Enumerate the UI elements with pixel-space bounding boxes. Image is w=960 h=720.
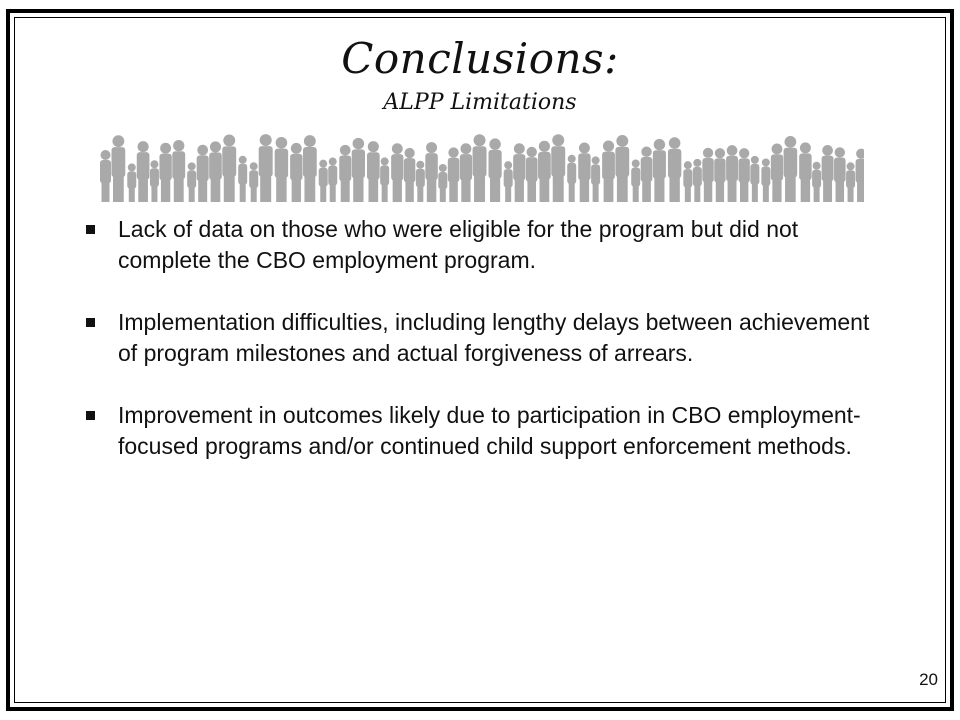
slide-title: Conclusions: xyxy=(341,34,619,83)
slide-subtitle: ALPP Limitations xyxy=(383,90,577,115)
bullet-item: Improvement in outcomes likely due to pa… xyxy=(84,400,874,462)
bullet-text: Implementation difficulties, including l… xyxy=(118,309,870,366)
bullet-list: Lack of data on those who were eligible … xyxy=(84,214,874,493)
square-bullet-icon xyxy=(86,225,95,234)
slide-border-inner xyxy=(14,17,946,703)
slide-border-outer xyxy=(6,9,954,711)
square-bullet-icon xyxy=(86,411,95,420)
bullet-text: Lack of data on those who were eligible … xyxy=(118,216,799,273)
bullet-item: Lack of data on those who were eligible … xyxy=(84,214,874,276)
people-silhouette-crowd-icon xyxy=(100,134,864,202)
bullet-text: Improvement in outcomes likely due to pa… xyxy=(118,402,861,459)
square-bullet-icon xyxy=(86,318,95,327)
bullet-item: Implementation difficulties, including l… xyxy=(84,307,874,369)
page-number: 20 xyxy=(919,670,938,689)
